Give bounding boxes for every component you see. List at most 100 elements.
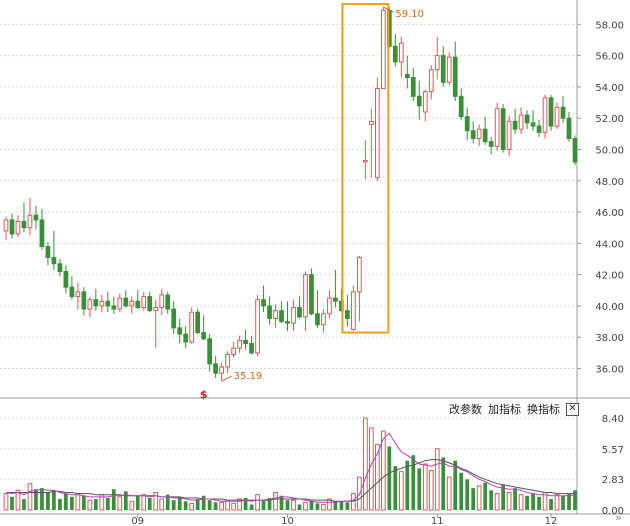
candle-body-up xyxy=(99,300,105,307)
volume-bar-down xyxy=(441,457,446,510)
candle-body-down xyxy=(315,313,320,326)
candle-body-down xyxy=(207,338,212,365)
candle-body-down xyxy=(9,219,15,235)
candle-body-down xyxy=(279,310,284,323)
volume-bar-up xyxy=(231,502,236,511)
volume-bar-down xyxy=(405,460,410,510)
volume-bar-down xyxy=(333,501,338,510)
candle-body-down xyxy=(171,308,177,329)
price-tick-label: 46.00 xyxy=(595,208,624,219)
candle-body-up xyxy=(434,55,440,71)
candle-body-down xyxy=(33,214,39,221)
volume-bars xyxy=(3,417,577,511)
date-tick-label: 09 xyxy=(131,516,144,526)
volume-bar-up xyxy=(27,483,33,511)
double-chevron-right-icon[interactable]: » xyxy=(615,511,622,524)
volume-bar-up xyxy=(129,500,135,511)
candle-body-up xyxy=(75,291,81,298)
volume-bar-down xyxy=(471,488,476,510)
candle-body-down xyxy=(261,299,266,307)
candle-body-down xyxy=(464,116,470,132)
dollar-marker-icon: $ xyxy=(200,388,208,401)
volume-bar-down xyxy=(345,502,350,510)
switch-indicator-button[interactable]: 换指标 xyxy=(527,403,560,416)
candle-body-up xyxy=(428,69,434,93)
volume-bar-down xyxy=(525,495,529,510)
volume-bar-down xyxy=(243,497,248,510)
volume-bar-up xyxy=(476,485,482,511)
volume-bar-down xyxy=(549,499,553,510)
candle-body-up xyxy=(255,299,260,354)
candle-body-up xyxy=(494,108,500,147)
low-price-label: 35.19 xyxy=(234,371,263,382)
candle-body-up xyxy=(273,310,278,319)
candle-body-down xyxy=(243,339,248,345)
candle-body-down xyxy=(458,95,464,118)
price-tick-label: 58.00 xyxy=(595,20,624,31)
volume-bar-down xyxy=(213,502,218,510)
add-indicator-button[interactable]: 加指标 xyxy=(488,403,521,416)
candle-body-down xyxy=(123,297,129,307)
price-tick-label: 44.00 xyxy=(595,239,624,250)
candle-body-down xyxy=(512,120,518,130)
volume-bar-down xyxy=(70,496,74,510)
volume-bar-up xyxy=(303,501,308,511)
volume-bar-up xyxy=(219,501,224,511)
volume-bar-down xyxy=(195,499,200,510)
candle-body-up xyxy=(231,347,236,355)
volume-bar-down xyxy=(393,466,398,510)
volume-bar-down xyxy=(489,490,494,510)
volume-bar-down xyxy=(93,499,98,510)
candle-body-down xyxy=(267,305,272,319)
candle-body-up xyxy=(129,300,135,307)
volume-axis: 8.40 5.57 2.83 0.00 xyxy=(602,414,624,517)
candle-body-down xyxy=(111,305,117,310)
low-arrow xyxy=(221,375,232,382)
candle-body-up xyxy=(398,42,404,63)
volume-bar-up xyxy=(237,498,242,511)
volume-bar-down xyxy=(52,490,56,510)
candle-body-down xyxy=(524,114,530,124)
volume-moving-averages xyxy=(5,432,576,503)
price-tick-label: 36.00 xyxy=(595,365,624,376)
candle-body-down xyxy=(213,363,218,374)
candle-body-up xyxy=(219,366,224,374)
candle-body-down xyxy=(183,333,189,343)
candle-body-up xyxy=(141,296,147,309)
volume-bar-down xyxy=(82,495,86,510)
price-tick-label: 38.00 xyxy=(595,333,624,344)
candle-body-up xyxy=(327,297,332,315)
volume-bar-up xyxy=(554,494,560,511)
candle-body-down xyxy=(249,343,254,354)
volume-bar-up xyxy=(428,470,434,511)
candle-body-up xyxy=(153,307,159,312)
candle-body-down xyxy=(566,117,572,140)
volume-ma-slow-line xyxy=(6,459,575,502)
candle-body-down xyxy=(452,56,458,97)
price-tick-label: 56.00 xyxy=(595,52,624,63)
volume-bar-up xyxy=(351,493,356,511)
candle-body-down xyxy=(177,327,183,335)
candle-body-down xyxy=(500,108,506,150)
volume-bar-down xyxy=(459,472,464,510)
volume-bar-down xyxy=(201,495,206,510)
volume-bar-up xyxy=(446,476,452,511)
candle-body-down xyxy=(440,55,446,83)
candle-body-up xyxy=(87,299,93,310)
volume-bar-up xyxy=(141,494,147,511)
volume-bar-down xyxy=(417,468,422,510)
close-icon[interactable]: ✕ xyxy=(566,403,579,416)
candle-body-down xyxy=(560,106,566,119)
volume-tick-label: 2.83 xyxy=(602,475,624,486)
candle-body-up xyxy=(542,97,548,133)
volume-bar-down xyxy=(10,496,14,510)
volume-bar-up xyxy=(291,499,296,511)
volume-bar-up xyxy=(518,494,524,511)
date-tick-label: 11 xyxy=(431,516,444,526)
price-grid xyxy=(0,0,630,515)
annotations: 59.10 35.19 $ xyxy=(200,3,424,401)
candle-body-down xyxy=(21,220,27,229)
candle-body-down xyxy=(548,97,554,127)
change-params-button[interactable]: 改参数 xyxy=(449,403,482,416)
candle-body-down xyxy=(333,297,338,302)
